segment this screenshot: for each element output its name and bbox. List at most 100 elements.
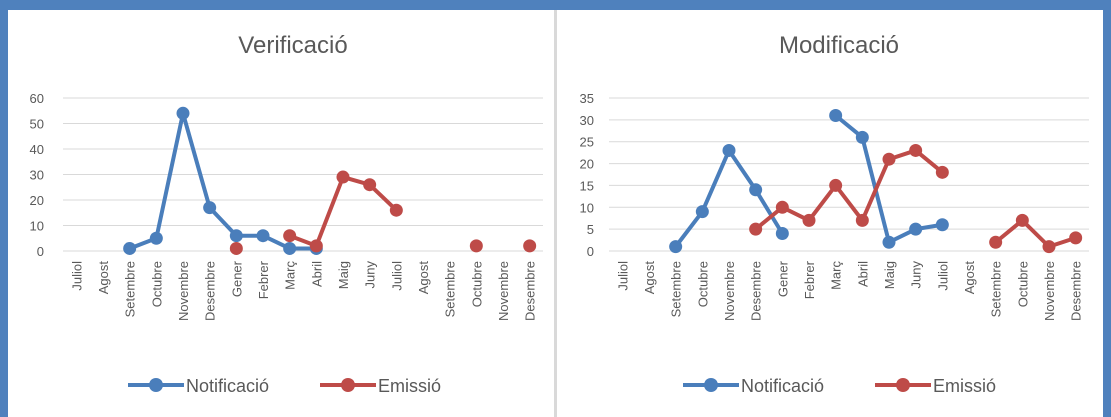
x-tick-label: Desembre [203,261,218,321]
series-line-emissio [287,175,399,248]
series-line-emissio [993,218,1078,249]
x-tick-label: Setembre [669,261,684,317]
chart-modificacio-panel: Modificació 0 5 10 15 20 25 30 35 Juliol Agost Sete… [557,10,1103,417]
data-point-emissio [935,165,949,179]
data-point-notificacio [722,143,736,157]
data-point-notificacio [123,241,137,255]
y-tick-label: 20 [580,157,594,172]
x-tick-label: Agost [416,261,431,295]
x-tick-label: Abril [309,261,324,287]
data-point-notificacio [775,227,789,241]
y-tick-label: 15 [580,178,594,193]
y-tick-label: 50 [30,117,44,132]
y-tick-label: 40 [30,142,44,157]
x-tick-label: Juliol [69,261,84,291]
x-tick-label: Abril [855,261,870,287]
data-point-emissio [855,213,869,227]
x-tick-label: Agost [642,261,657,295]
series-line-notificacio [127,111,319,251]
data-point-notificacio [256,229,270,243]
data-point-emissio [523,239,537,253]
x-tick-label: Agost [96,261,111,295]
data-point-notificacio [695,205,709,219]
x-tick-label: Gener [775,260,790,297]
x-tick-label: Setembre [989,261,1004,317]
data-point-notificacio [829,108,843,122]
legend-label-notificacio: Notificació [741,376,824,396]
chart-title: Verificació [238,32,347,59]
legend-label-notificacio: Notificació [186,376,269,396]
y-tick-label: 10 [580,200,594,215]
x-tick-label: Setembre [123,261,138,317]
x-tick-label: Novembre [176,261,191,321]
x-tick-label: Gener [229,260,244,297]
data-point-emissio [1042,240,1056,254]
series-line-notificacio [673,148,785,249]
y-tick-label: 10 [30,219,44,234]
data-point-notificacio [283,241,297,255]
x-tick-label: Novembre [496,261,511,321]
x-tick-label: Març [829,261,844,290]
data-point-notificacio [935,218,949,232]
data-point-emissio [1015,213,1029,227]
data-point-emissio [775,200,789,214]
x-tick-label: Octubre [1015,261,1030,307]
legend-label-emissio: Emissió [933,376,996,396]
y-tick-label: 30 [580,113,594,128]
data-point-notificacio [909,222,923,236]
data-point-emissio [989,235,1003,249]
x-tick-label: Juliol [935,261,950,291]
x-tick-label: Febrer [256,260,271,299]
chart-modificacio: Modificació 0 5 10 15 20 25 30 35 Juliol Agost Sete… [580,32,1089,396]
panel-divider [554,10,557,417]
data-point-emissio [909,143,923,157]
series-line-notificacio [833,113,945,245]
data-point-emissio [749,222,763,236]
data-point-emissio [336,170,350,184]
x-tick-label: Novembre [1042,261,1057,321]
y-tick-label: 25 [580,135,594,150]
legend-label-emissio: Emissió [378,376,441,396]
x-tick-label: Juny [363,261,378,289]
x-tick-label: Octubre [695,261,710,307]
data-point-emissio [1069,231,1083,245]
x-tick-label: Juny [909,261,924,289]
data-point-emissio [283,229,297,243]
x-tick-label: Desembre [749,261,764,321]
chart-verificacio: Verificació 0 10 20 30 40 50 60 Juliol Agost Setem… [30,32,543,396]
x-tick-label: Desembre [523,261,538,321]
data-point-notificacio [229,229,243,243]
data-point-notificacio [149,231,163,245]
x-tick-label: Novembre [722,261,737,321]
x-tick-label: Agost [962,261,977,295]
series-line-emissio [753,148,945,232]
legend-marker-emissio [896,378,910,392]
x-tick-label: Maig [336,261,351,289]
y-tick-label: 0 [587,244,594,259]
y-tick-label: 0 [37,244,44,259]
y-tick-label: 30 [30,168,44,183]
data-point-notificacio [882,235,896,249]
data-point-emissio [469,239,483,253]
data-point-notificacio [749,183,763,197]
data-point-notificacio [855,130,869,144]
x-tick-label: Març [283,261,298,290]
legend-marker-notificacio [704,378,718,392]
legend-marker-notificacio [149,378,163,392]
data-point-emissio [882,152,896,166]
data-point-emissio [829,178,843,192]
chart-title: Modificació [779,32,899,59]
data-point-emissio [229,241,243,255]
data-point-emissio [389,203,403,217]
x-tick-label: Juliol [389,261,404,291]
data-point-emissio [802,213,816,227]
x-tick-label: Juliol [615,261,630,291]
data-point-emissio [309,239,323,253]
x-tick-label: Octubre [149,261,164,307]
y-tick-label: 20 [30,193,44,208]
x-tick-label: Octubre [469,261,484,307]
y-tick-label: 35 [580,91,594,106]
data-point-notificacio [176,106,190,120]
y-tick-label: 60 [30,91,44,106]
legend-marker-emissio [341,378,355,392]
